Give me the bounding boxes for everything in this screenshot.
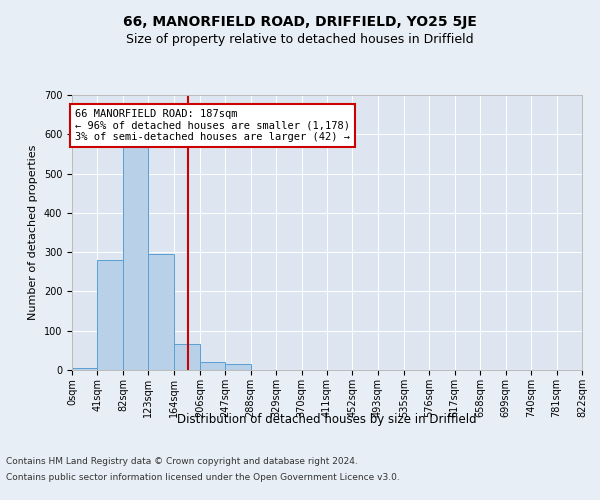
- Text: 66 MANORFIELD ROAD: 187sqm
← 96% of detached houses are smaller (1,178)
3% of se: 66 MANORFIELD ROAD: 187sqm ← 96% of deta…: [75, 109, 350, 142]
- Text: Size of property relative to detached houses in Driffield: Size of property relative to detached ho…: [126, 32, 474, 46]
- Bar: [225, 364, 251, 370]
- Bar: [123, 144, 148, 370]
- Bar: [97, 260, 123, 370]
- Y-axis label: Number of detached properties: Number of detached properties: [28, 145, 38, 320]
- Bar: [72, 368, 97, 370]
- Bar: [200, 362, 225, 370]
- Text: Contains public sector information licensed under the Open Government Licence v3: Contains public sector information licen…: [6, 472, 400, 482]
- Text: Contains HM Land Registry data © Crown copyright and database right 2024.: Contains HM Land Registry data © Crown c…: [6, 458, 358, 466]
- Bar: [174, 344, 200, 370]
- Text: Distribution of detached houses by size in Driffield: Distribution of detached houses by size …: [177, 412, 477, 426]
- Bar: [148, 254, 174, 370]
- Text: 66, MANORFIELD ROAD, DRIFFIELD, YO25 5JE: 66, MANORFIELD ROAD, DRIFFIELD, YO25 5JE: [123, 15, 477, 29]
